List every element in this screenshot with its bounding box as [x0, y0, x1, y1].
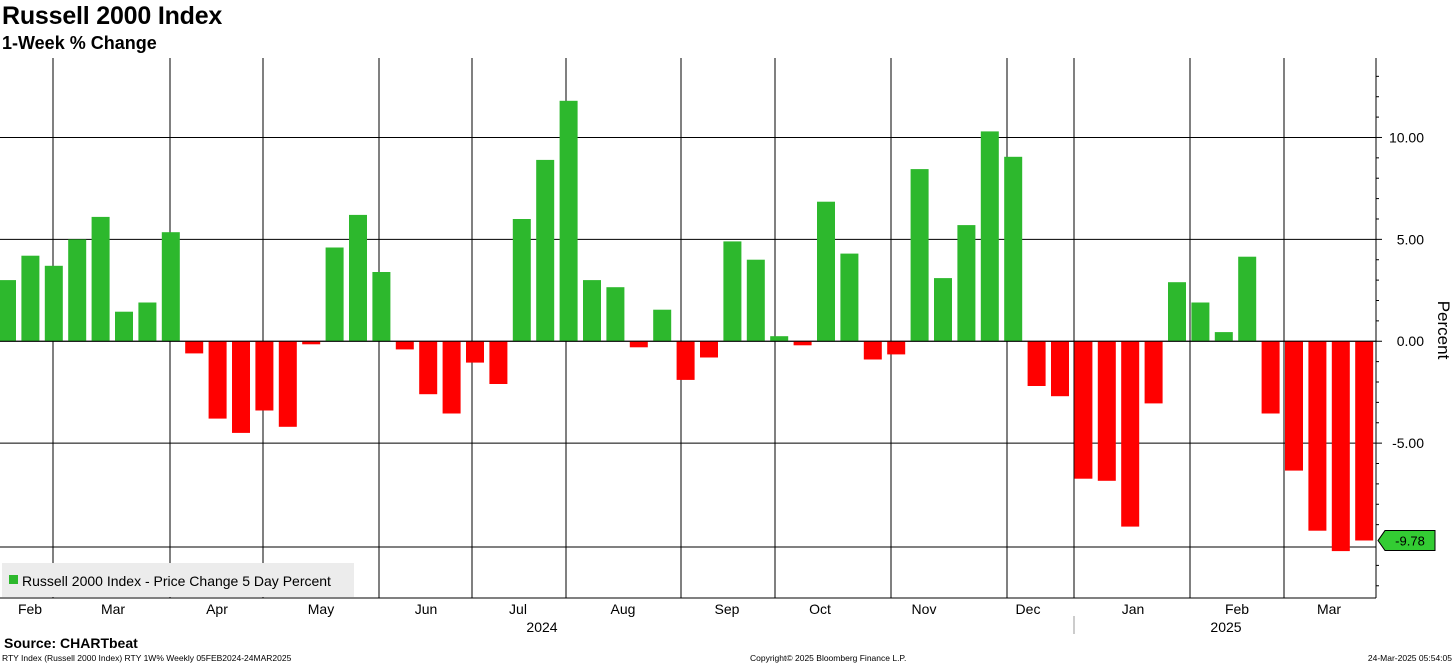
bar: [278, 341, 297, 427]
x-month-label: Jan: [1122, 601, 1145, 617]
bar: [1144, 341, 1163, 404]
x-month-label: Sep: [715, 601, 740, 617]
bar: [0, 280, 16, 342]
y-tick-label: 5.00: [1397, 231, 1424, 247]
chart-subtitle: 1-Week % Change: [2, 33, 157, 53]
chart-title: Russell 2000 Index: [2, 2, 223, 30]
source-note: Source: CHARTbeat: [4, 635, 138, 651]
y-tick-label: 10.00: [1389, 129, 1424, 145]
last-value-label: -9.78: [1395, 534, 1425, 549]
bar: [138, 302, 157, 342]
bar: [44, 265, 63, 342]
bar: [442, 341, 461, 414]
bar: [1027, 341, 1046, 386]
bar: [489, 341, 508, 384]
bar: [840, 253, 859, 342]
bar: [68, 239, 87, 342]
bar: [700, 341, 718, 358]
legend-box: [2, 563, 354, 597]
bar: [1214, 332, 1233, 342]
bar: [161, 232, 180, 342]
bar: [746, 259, 765, 342]
x-month-label: Apr: [206, 601, 228, 617]
bar: [676, 341, 695, 380]
last-value-badge: [1377, 530, 1436, 552]
legend-label: Russell 2000 Index - Price Change 5 Day …: [22, 573, 331, 589]
bar: [419, 341, 438, 395]
bar: [887, 341, 906, 355]
x-month-label: Jun: [415, 601, 438, 617]
x-month-label: Feb: [1225, 601, 1249, 617]
bar: [1121, 341, 1140, 527]
bar: [466, 341, 484, 363]
bar: [1261, 341, 1280, 414]
bar: [185, 341, 204, 354]
bar: [1074, 341, 1093, 479]
x-month-label: Jul: [509, 601, 527, 617]
bar: [232, 341, 250, 433]
bar: [91, 216, 110, 342]
bar: [559, 100, 578, 342]
bar: [255, 341, 274, 411]
x-year-label: 2025: [1210, 619, 1241, 635]
bar: [1097, 341, 1116, 481]
bar: [793, 341, 812, 346]
y-tick-label: -5.00: [1392, 435, 1424, 451]
bar: [21, 255, 40, 342]
bar: [980, 131, 999, 342]
bar: [910, 169, 929, 342]
bar: [1168, 282, 1186, 342]
bar: [863, 341, 882, 360]
bar: [1051, 341, 1069, 397]
bar: [1308, 341, 1327, 531]
bar-chart: 10.00 5.00 0.00 -5.00 Percent -9.78 Russell 20…: [0, 58, 1453, 635]
x-month-label: May: [308, 601, 334, 617]
bar: [512, 219, 531, 342]
legend-swatch: [9, 575, 18, 584]
footer-copyright: Copyright© 2025 Bloomberg Finance L.P.: [750, 653, 907, 663]
x-month-label: Dec: [1016, 601, 1041, 617]
x-month-label: Aug: [611, 601, 636, 617]
bar: [115, 311, 133, 342]
x-month-label: Feb: [18, 601, 42, 617]
bar: [536, 159, 555, 342]
x-month-label: Nov: [912, 601, 937, 617]
bar: [1004, 156, 1023, 342]
bar: [583, 280, 601, 342]
bar: [372, 272, 391, 342]
y-axis-label: Percent: [1434, 301, 1453, 360]
bar: [1355, 341, 1374, 541]
y-tick-label: 0.00: [1397, 333, 1424, 349]
bar: [957, 225, 976, 342]
footer-series-info: RTY Index (Russell 2000 Index) RTY 1W% W…: [2, 653, 292, 663]
bar: [349, 214, 367, 342]
bar: [629, 341, 648, 348]
bar: [208, 341, 227, 419]
x-month-label: Mar: [101, 601, 125, 617]
bar: [723, 241, 742, 342]
bar: [934, 278, 952, 342]
bar: [1238, 256, 1257, 342]
x-year-label: 2024: [526, 619, 557, 635]
bar: [817, 201, 835, 342]
x-month-label: Mar: [1317, 601, 1341, 617]
footer-timestamp: 24-Mar-2025 05:54:05: [1367, 653, 1452, 663]
bar: [653, 309, 672, 342]
x-month-label: Oct: [809, 601, 831, 617]
bar: [325, 247, 344, 342]
bar: [302, 341, 321, 345]
bar: [770, 336, 789, 342]
bar: [606, 287, 625, 342]
bar: [1331, 341, 1350, 552]
bar: [395, 341, 414, 350]
bar: [1191, 302, 1210, 342]
bar: [1285, 341, 1303, 471]
